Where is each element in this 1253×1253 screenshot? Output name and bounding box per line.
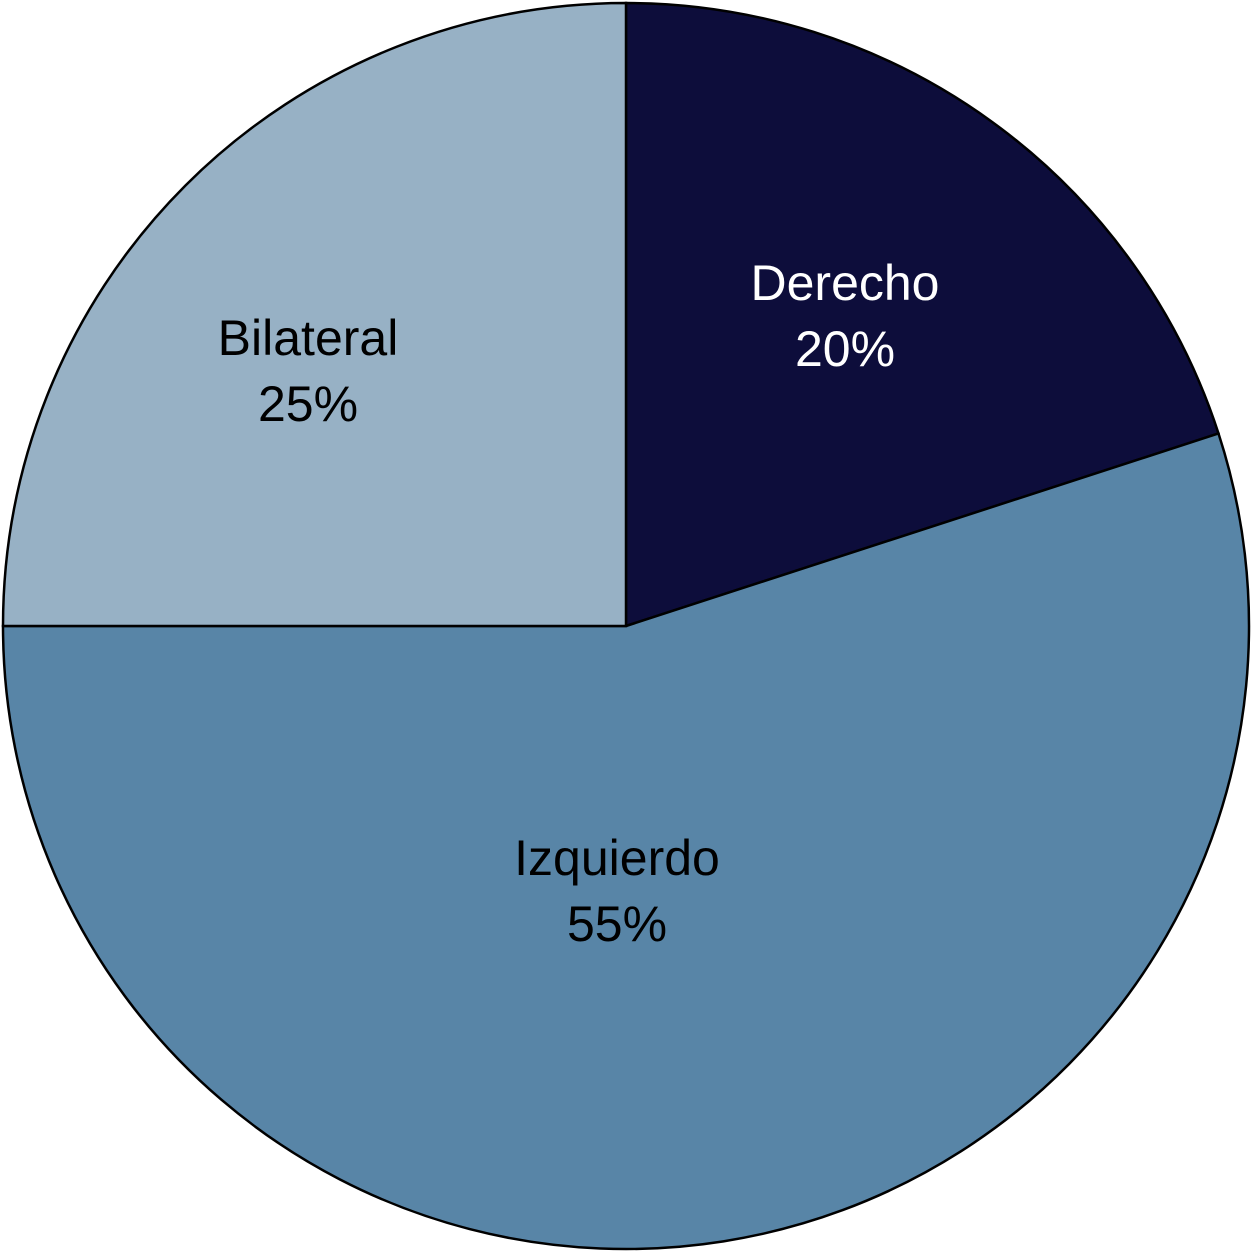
slice-label: Izquierdo [514,830,720,886]
slice-label: Bilateral [218,310,399,366]
slice-label: Derecho [751,255,940,311]
pie-slice-bilateral [1,1,628,628]
slice-value-label: 55% [567,896,667,952]
pie-slice-izquierdo [1,431,1251,1251]
slice-value-label: 20% [795,321,895,377]
pie-slice-derecho [624,1,1221,628]
slice-value-label: 25% [258,376,358,432]
